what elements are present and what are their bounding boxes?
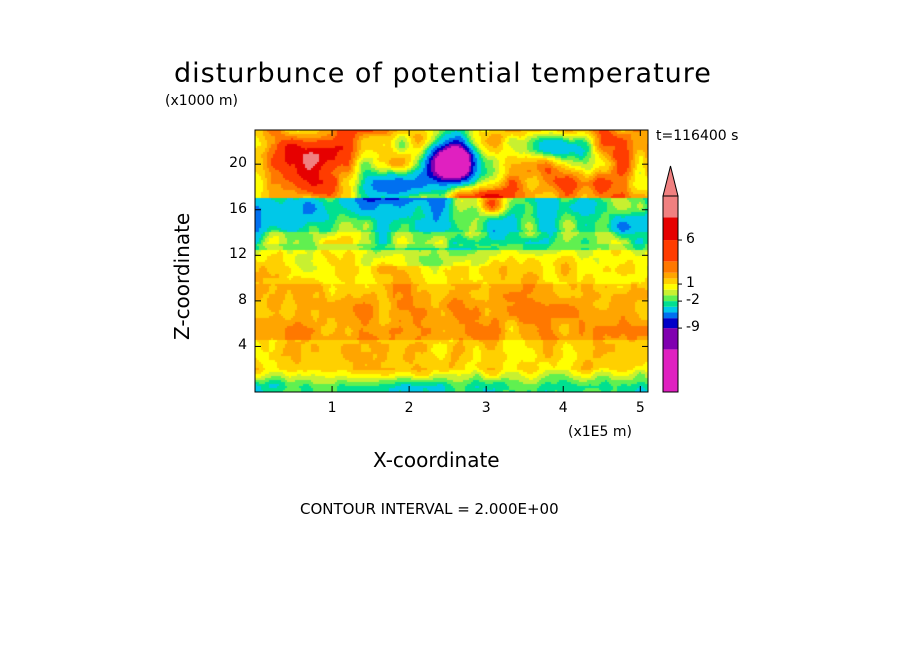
chart-title: disturbunce of potential temperature	[174, 58, 712, 89]
y-tick-label: 20	[229, 155, 247, 172]
colorbar-tick-label: -2	[686, 292, 700, 309]
colorbar-segment	[663, 318, 678, 329]
colorbar-segment	[663, 196, 678, 218]
colorbar-segment	[663, 284, 678, 290]
y-tick-label: 8	[238, 291, 247, 308]
colorbar-segment	[663, 240, 678, 262]
x-unit-label: (x1E5 m)	[568, 424, 632, 440]
contour-field	[255, 130, 648, 392]
colorbar-extend-arrow	[662, 165, 679, 197]
y-unit-label: (x1000 m)	[165, 93, 238, 109]
colorbar-segment	[663, 301, 678, 307]
colorbar-segment	[663, 295, 678, 302]
x-tick-label: 1	[327, 400, 337, 416]
colorbar-segment	[663, 278, 678, 285]
x-tick-label: 3	[481, 400, 491, 416]
colorbar-segment	[663, 328, 678, 350]
x-tick-label: 4	[558, 400, 568, 416]
x-axis-label: X-coordinate	[373, 448, 500, 472]
colorbar-tick-label: 1	[686, 275, 695, 292]
colorbar-tick-label: -9	[686, 319, 700, 336]
colorbar-frame	[662, 195, 679, 393]
time-label: t=116400 s	[656, 128, 739, 144]
colorbar-segment	[663, 306, 678, 313]
y-tick-label: 4	[238, 337, 247, 354]
x-tick-label: 5	[635, 400, 645, 416]
contour-interval-label: CONTOUR INTERVAL = 2.000E+00	[300, 500, 559, 518]
colorbar-segment	[663, 289, 678, 296]
y-tick-label: 12	[229, 246, 247, 263]
colorbar-segment	[663, 217, 678, 241]
colorbar-tick-label: 6	[686, 231, 695, 248]
colorbar-segment	[663, 312, 678, 319]
x-tick-label: 2	[404, 400, 414, 416]
colorbar-segment	[663, 349, 678, 392]
y-axis-label: Z-coordinate	[170, 212, 194, 340]
colorbar-segment	[663, 261, 678, 273]
colorbar-segment	[663, 272, 678, 279]
y-tick-label: 16	[229, 200, 247, 217]
